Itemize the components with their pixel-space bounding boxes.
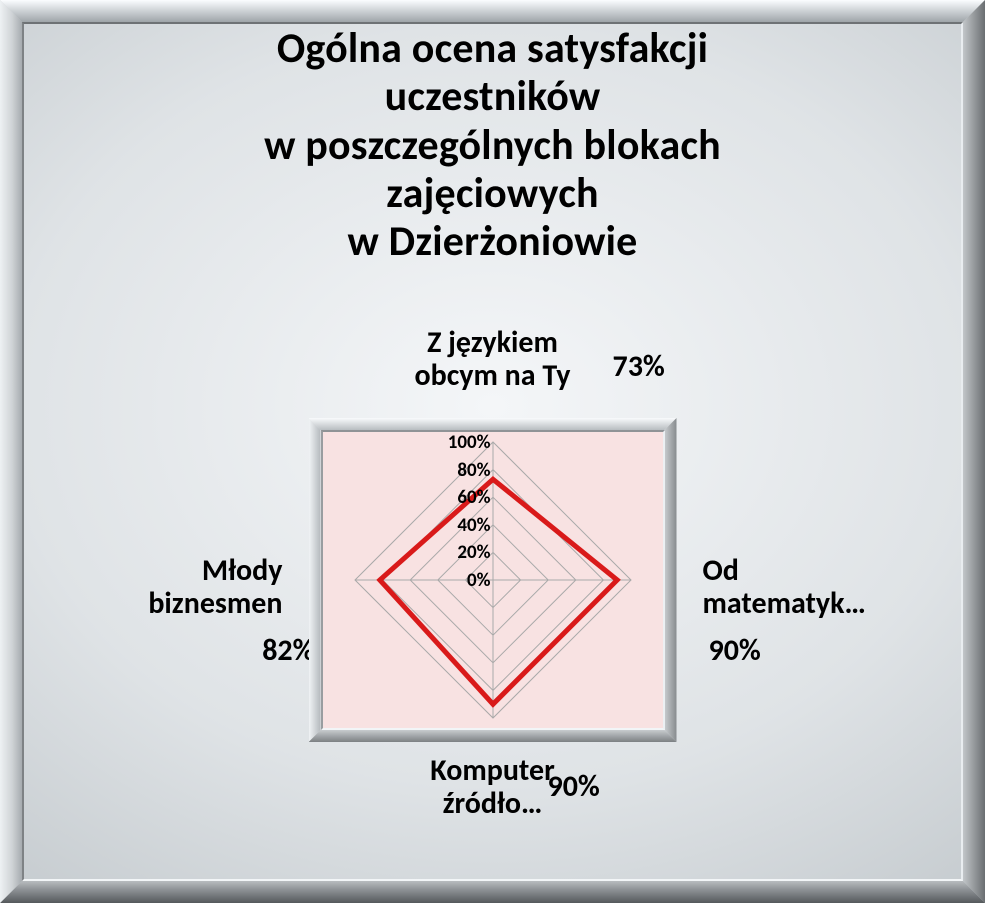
plot-bevel-top [309, 418, 677, 430]
bevel-right [963, 0, 985, 903]
plot-bevel-bottom [309, 730, 677, 742]
bevel-left [0, 0, 22, 903]
radar-chart: Z językiemobcym na Ty Odmatematyk… Kompu… [143, 418, 843, 742]
value-label-bottom: 90% [548, 768, 600, 805]
category-label-top: Z językiemobcym na Ty [415, 326, 571, 392]
tick-label-80: 80% [431, 459, 491, 482]
value-label-left: 82% [262, 632, 314, 669]
value-label-top: 73% [613, 348, 665, 385]
chart-title: Ogólna ocena satysfakcji uczestników w p… [83, 25, 903, 266]
title-line-3: w poszczególnych blokach [264, 120, 721, 171]
tick-label-40: 40% [431, 514, 491, 537]
tick-label-0: 0% [431, 569, 491, 592]
plot-surface [323, 432, 663, 728]
category-label-bottom: Komputerźródło… [430, 754, 554, 820]
category-label-right: Odmatematyk… [703, 554, 983, 620]
outer-frame: Ogólna ocena satysfakcji uczestników w p… [0, 0, 985, 903]
category-label-left: Młodybiznesmen [3, 554, 283, 620]
plot-bevel-right [665, 418, 677, 742]
tick-label-100: 100% [431, 431, 491, 454]
tick-label-20: 20% [431, 541, 491, 564]
plot-frame: 0% 20% 40% 60% 80% 100% [309, 418, 677, 742]
title-line-5: w Dzierżoniowie [347, 216, 637, 267]
radar-svg [323, 432, 663, 728]
tick-label-60: 60% [431, 486, 491, 509]
bevel-bottom [0, 881, 985, 903]
bevel-top [0, 0, 985, 22]
value-label-right: 90% [709, 632, 761, 669]
title-line-1: Ogólna ocena satysfakcji [277, 23, 708, 74]
title-line-2: uczestników [385, 71, 601, 122]
plot-bevel-left [309, 418, 321, 742]
title-line-4: zajęciowych [386, 168, 598, 219]
